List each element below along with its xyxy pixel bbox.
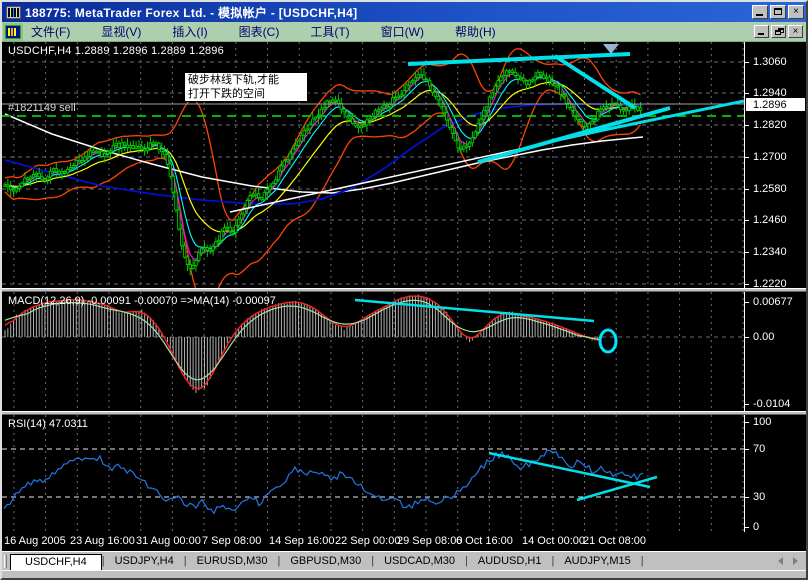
window-title: 188775: MetaTrader Forex Ltd. - 模拟帐户 - [… bbox=[25, 5, 358, 20]
axis-label: 0.00 bbox=[753, 331, 775, 343]
menu-item-6[interactable]: 帮助(H) bbox=[454, 24, 496, 39]
axis-label: 1.2340 bbox=[753, 246, 787, 258]
time-label: 7 Sep 08:00 bbox=[202, 535, 262, 547]
axis-tick bbox=[745, 497, 749, 498]
minimize-button[interactable] bbox=[752, 5, 768, 19]
axis-label: 1.2580 bbox=[753, 183, 787, 195]
axis-label: 0.00677 bbox=[753, 296, 793, 308]
axis-tick bbox=[745, 527, 749, 528]
tab-divider: | bbox=[640, 555, 644, 567]
axis-label: 1.3060 bbox=[753, 56, 787, 68]
time-axis[interactable]: 16 Aug 2005 23 Aug 16:00 31 Aug 00:00 7 Sep… bbox=[2, 532, 806, 551]
axis-label: 1.2940 bbox=[753, 87, 787, 99]
time-label: 14 Oct 00:00 bbox=[522, 535, 585, 547]
menu-item-1[interactable]: 显视(V) bbox=[101, 24, 142, 39]
axis-tick bbox=[745, 302, 749, 303]
chart-window-icon[interactable] bbox=[5, 24, 21, 39]
rsi-label: RSI(14) 47.0311 bbox=[8, 418, 88, 430]
time-label: 29 Sep 08:00 bbox=[397, 535, 463, 547]
axis-tick bbox=[745, 252, 749, 253]
time-label: 22 Sep 00:00 bbox=[335, 535, 401, 547]
title-bar: 188775: MetaTrader Forex Ltd. - 模拟帐户 - [… bbox=[2, 2, 806, 22]
chart-tab-bar: USDCHF,H4 | USDJPY,H4 | EURUSD,M30 | GBPUSD,M3… bbox=[2, 551, 806, 571]
macd-label: MACD(12,26,9) -0.00091 -0.00070 =>MA(14)… bbox=[8, 295, 276, 307]
time-label: 21 Oct 08:00 bbox=[583, 535, 646, 547]
main-chart-panel[interactable]: 1.3060 1.2940 1.2820 1.2700 1.2580 1.2460 1.23… bbox=[2, 42, 806, 290]
axis-label: 70 bbox=[753, 443, 766, 455]
chart-client-area: 1.3060 1.2940 1.2820 1.2700 1.2580 1.2460 1.23… bbox=[2, 42, 806, 578]
axis-tick bbox=[745, 157, 749, 158]
panel-splitter[interactable] bbox=[2, 411, 806, 415]
axis-tick bbox=[745, 284, 749, 285]
time-label: 23 Aug 16:00 bbox=[70, 535, 135, 547]
tab-usdchf-h4[interactable]: USDCHF,H4 bbox=[10, 553, 102, 571]
panel-splitter[interactable] bbox=[2, 288, 806, 292]
axis-tick bbox=[745, 422, 749, 423]
price-axis: 1.3060 1.2940 1.2820 1.2700 1.2580 1.2460 1.23… bbox=[744, 42, 806, 290]
menu-item-2[interactable]: 插入(I) bbox=[172, 24, 208, 39]
text-annotation[interactable]: 破步林线下轨,才能 打开下跌的空间 bbox=[184, 72, 308, 102]
mdi-close-button[interactable]: × bbox=[788, 25, 803, 38]
axis-tick bbox=[745, 189, 749, 190]
tabbar-grip bbox=[4, 554, 7, 568]
macd-panel[interactable]: 0.00677 0.00 -0.0104 MACD(12,26,9) -0.0009… bbox=[2, 292, 806, 411]
axis-label: 30 bbox=[753, 491, 766, 503]
annotation-line-2: 打开下跌的空间 bbox=[188, 88, 265, 100]
axis-label: -0.0104 bbox=[753, 398, 791, 410]
order-line-label: #1821149 sell bbox=[8, 102, 76, 114]
tab-usdjpy-h4[interactable]: USDJPY,H4 bbox=[114, 555, 174, 567]
maximize-button[interactable] bbox=[770, 5, 786, 19]
tab-gbpusd-m30[interactable]: GBPUSD,M30 bbox=[290, 555, 362, 567]
tab-divider: | bbox=[551, 555, 555, 567]
axis-tick bbox=[745, 125, 749, 126]
app-icon bbox=[6, 5, 21, 19]
menu-item-5[interactable]: 窗口(W) bbox=[380, 24, 424, 39]
time-label: 31 Aug 00:00 bbox=[136, 535, 201, 547]
price-chart-canvas[interactable] bbox=[2, 42, 744, 288]
ohlc-header: USDCHF,H4 1.2889 1.2896 1.2889 1.2896 bbox=[8, 45, 224, 57]
annotation-line-1: 破步林线下轨,才能 bbox=[188, 74, 280, 86]
axis-label: 1.2700 bbox=[753, 151, 787, 163]
rsi-canvas[interactable] bbox=[2, 415, 744, 532]
tab-audusd-h1[interactable]: AUDUSD,H1 bbox=[477, 555, 542, 567]
time-label: 16 Aug 2005 bbox=[4, 535, 66, 547]
status-bar bbox=[2, 570, 806, 578]
close-button[interactable]: × bbox=[788, 5, 804, 19]
menu-item-4[interactable]: 工具(T) bbox=[310, 24, 350, 39]
axis-tick bbox=[745, 404, 749, 405]
axis-label: 1.2820 bbox=[753, 119, 787, 131]
tab-usdcad-m30[interactable]: USDCAD,M30 bbox=[384, 555, 456, 567]
tab-divider: | bbox=[101, 555, 105, 567]
axis-label: 1.2220 bbox=[753, 278, 787, 290]
mdi-minimize-button[interactable] bbox=[754, 25, 769, 38]
axis-tick bbox=[745, 220, 749, 221]
axis-tick bbox=[745, 449, 749, 450]
mdi-restore-button[interactable] bbox=[771, 25, 786, 38]
menu-item-0[interactable]: 文件(F) bbox=[31, 24, 71, 39]
tab-divider: | bbox=[277, 555, 281, 567]
menu-bar: 文件(F) 显视(V) 插入(I) 图表(C) 工具(T) 窗口(W) 帮助(H) × bbox=[2, 22, 806, 42]
rsi-axis: 100 70 30 0 bbox=[744, 415, 806, 533]
axis-tick bbox=[745, 93, 749, 94]
tab-audjpy-m15[interactable]: AUDJPY,M15 bbox=[564, 555, 631, 567]
tab-eurusd-m30[interactable]: EURUSD,M30 bbox=[196, 555, 268, 567]
time-label: 14 Sep 16:00 bbox=[269, 535, 335, 547]
rsi-panel[interactable]: 100 70 30 0 RSI(14) 47.0311 bbox=[2, 415, 806, 533]
axis-tick bbox=[745, 337, 749, 338]
axis-tick bbox=[745, 62, 749, 63]
macd-axis: 0.00677 0.00 -0.0104 bbox=[744, 292, 806, 411]
tab-divider: | bbox=[371, 555, 375, 567]
axis-label: 100 bbox=[753, 416, 772, 428]
menu-item-3[interactable]: 图表(C) bbox=[238, 24, 280, 39]
macd-canvas[interactable] bbox=[2, 292, 744, 411]
tab-divider: | bbox=[465, 555, 468, 567]
tab-divider: | bbox=[183, 555, 187, 567]
axis-label: 1.2460 bbox=[753, 214, 787, 226]
axis-label: 0 bbox=[753, 521, 760, 533]
current-price-badge: 1.2896 bbox=[745, 97, 806, 112]
tab-scroll-right-icon[interactable] bbox=[793, 557, 798, 565]
time-label: 6 Oct 16:00 bbox=[456, 535, 513, 547]
tab-scroll-left-icon[interactable] bbox=[778, 557, 783, 565]
